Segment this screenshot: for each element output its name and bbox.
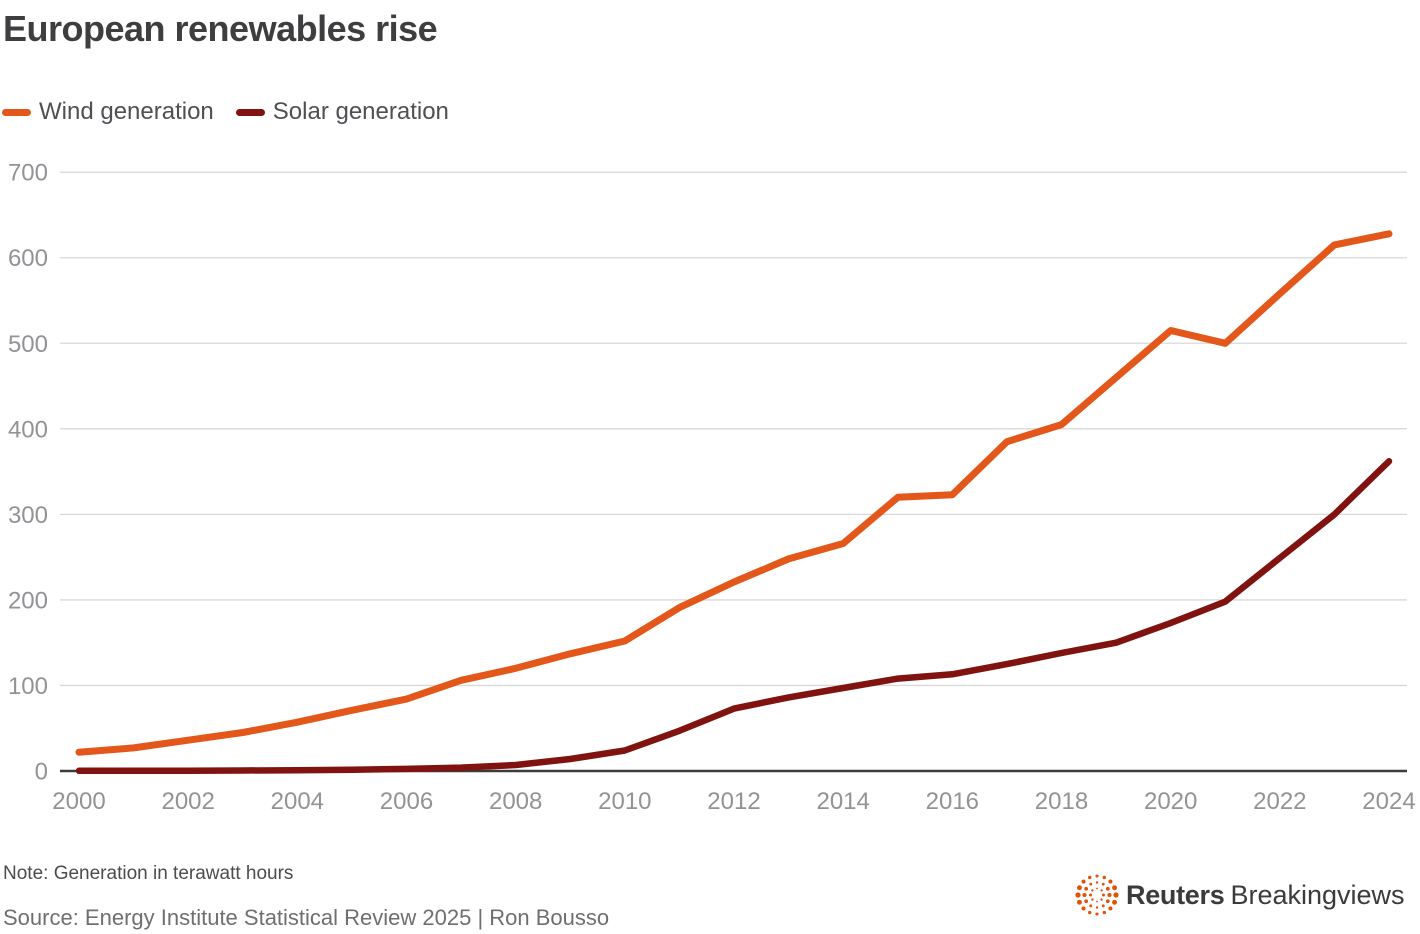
x-tick-label: 2024 — [1362, 788, 1415, 815]
logo-dot — [1105, 899, 1110, 904]
logo-dot — [1102, 910, 1106, 915]
logo-dot — [1091, 898, 1094, 901]
logo-dot — [1095, 874, 1099, 878]
y-tick-label: 600 — [8, 245, 48, 272]
x-tick-label: 2022 — [1253, 788, 1306, 815]
y-tick-label: 400 — [8, 416, 48, 443]
x-tick-label: 2012 — [707, 788, 760, 815]
logo-dot — [1100, 898, 1103, 901]
logo-dot — [1112, 885, 1117, 891]
logo-dot — [1105, 886, 1110, 891]
reuters-wordmark: Reuters — [1126, 879, 1225, 910]
x-tick-label: 2006 — [380, 788, 433, 815]
logo-dot — [1089, 893, 1092, 897]
y-tick-label: 500 — [8, 331, 48, 358]
logo-dot — [1101, 904, 1105, 908]
reuters-breakingviews-logo: Reuters Breakingviews — [1075, 873, 1405, 917]
legend-label-wind: Wind generation — [39, 98, 214, 125]
x-tick-label: 2008 — [489, 788, 542, 815]
wind-series-swatch-icon — [2, 108, 31, 116]
logo-dot — [1096, 900, 1098, 903]
legend-item-solar: Solar generation — [235, 98, 449, 126]
logo-dot — [1088, 875, 1092, 880]
logo-dot — [1089, 904, 1093, 908]
logo-dot — [1101, 882, 1105, 886]
logo-dot — [1095, 881, 1099, 884]
logo-dot — [1095, 912, 1099, 916]
chart-legend: Wind generation Solar generation — [2, 98, 449, 126]
logo-dot — [1102, 893, 1105, 897]
logo-dot — [1113, 892, 1119, 898]
x-tick-label: 2010 — [598, 788, 651, 815]
logo-dot — [1089, 882, 1093, 886]
solar-generation-line — [75, 458, 1393, 775]
logo-dot — [1108, 879, 1113, 884]
solar-series-swatch-icon — [235, 108, 265, 116]
x-tick-label: 2002 — [161, 788, 214, 815]
x-tick-label: 2004 — [271, 788, 324, 815]
logo-dot — [1102, 875, 1106, 880]
chart-note: Note: Generation in terawatt hours — [3, 863, 294, 884]
page-title: European renewables rise — [3, 8, 438, 49]
legend-item-wind: Wind generation — [2, 98, 214, 126]
logo-dot — [1075, 892, 1081, 898]
y-tick-label: 700 — [8, 160, 48, 187]
x-tick-label: 2014 — [816, 788, 869, 815]
logo-dot — [1077, 885, 1082, 891]
chart-source: Source: Energy Institute Statistical Rev… — [3, 905, 610, 930]
logo-dot — [1081, 906, 1086, 911]
x-tick-label: 2000 — [52, 788, 105, 815]
logo-dot — [1084, 886, 1089, 891]
logo-dot — [1095, 906, 1099, 909]
line-chart-canvas: 0 100 200 300 400 500 600 700 2000 2002 2004 2006 20… — [8, 160, 1416, 815]
legend-label-solar: Solar generation — [272, 98, 449, 125]
logo-dot — [1082, 892, 1087, 898]
x-tick-label: 2018 — [1035, 788, 1088, 815]
logo-dot — [1077, 899, 1082, 905]
logo-dot — [1084, 899, 1089, 904]
breakingviews-wordmark: Breakingviews — [1230, 879, 1405, 910]
y-tick-label: 0 — [35, 759, 48, 786]
logo-dot — [1081, 879, 1086, 884]
logo-dot — [1107, 892, 1112, 898]
y-tick-label: 300 — [8, 502, 48, 529]
logo-dot — [1108, 906, 1113, 911]
reuters-dotted-circle-icon — [1075, 874, 1119, 916]
logo-dot — [1112, 899, 1117, 905]
y-tick-label: 100 — [8, 673, 48, 700]
wind-generation-line — [75, 230, 1393, 756]
logo-dot — [1100, 889, 1103, 892]
x-tick-label: 2020 — [1144, 788, 1197, 815]
y-tick-label: 200 — [8, 587, 48, 614]
x-tick-label: 2016 — [926, 788, 979, 815]
logo-dot — [1088, 910, 1092, 915]
logo-dot — [1091, 889, 1094, 892]
brand-wordmark: Reuters Breakingviews — [1126, 880, 1405, 911]
logo-dot — [1096, 887, 1098, 890]
